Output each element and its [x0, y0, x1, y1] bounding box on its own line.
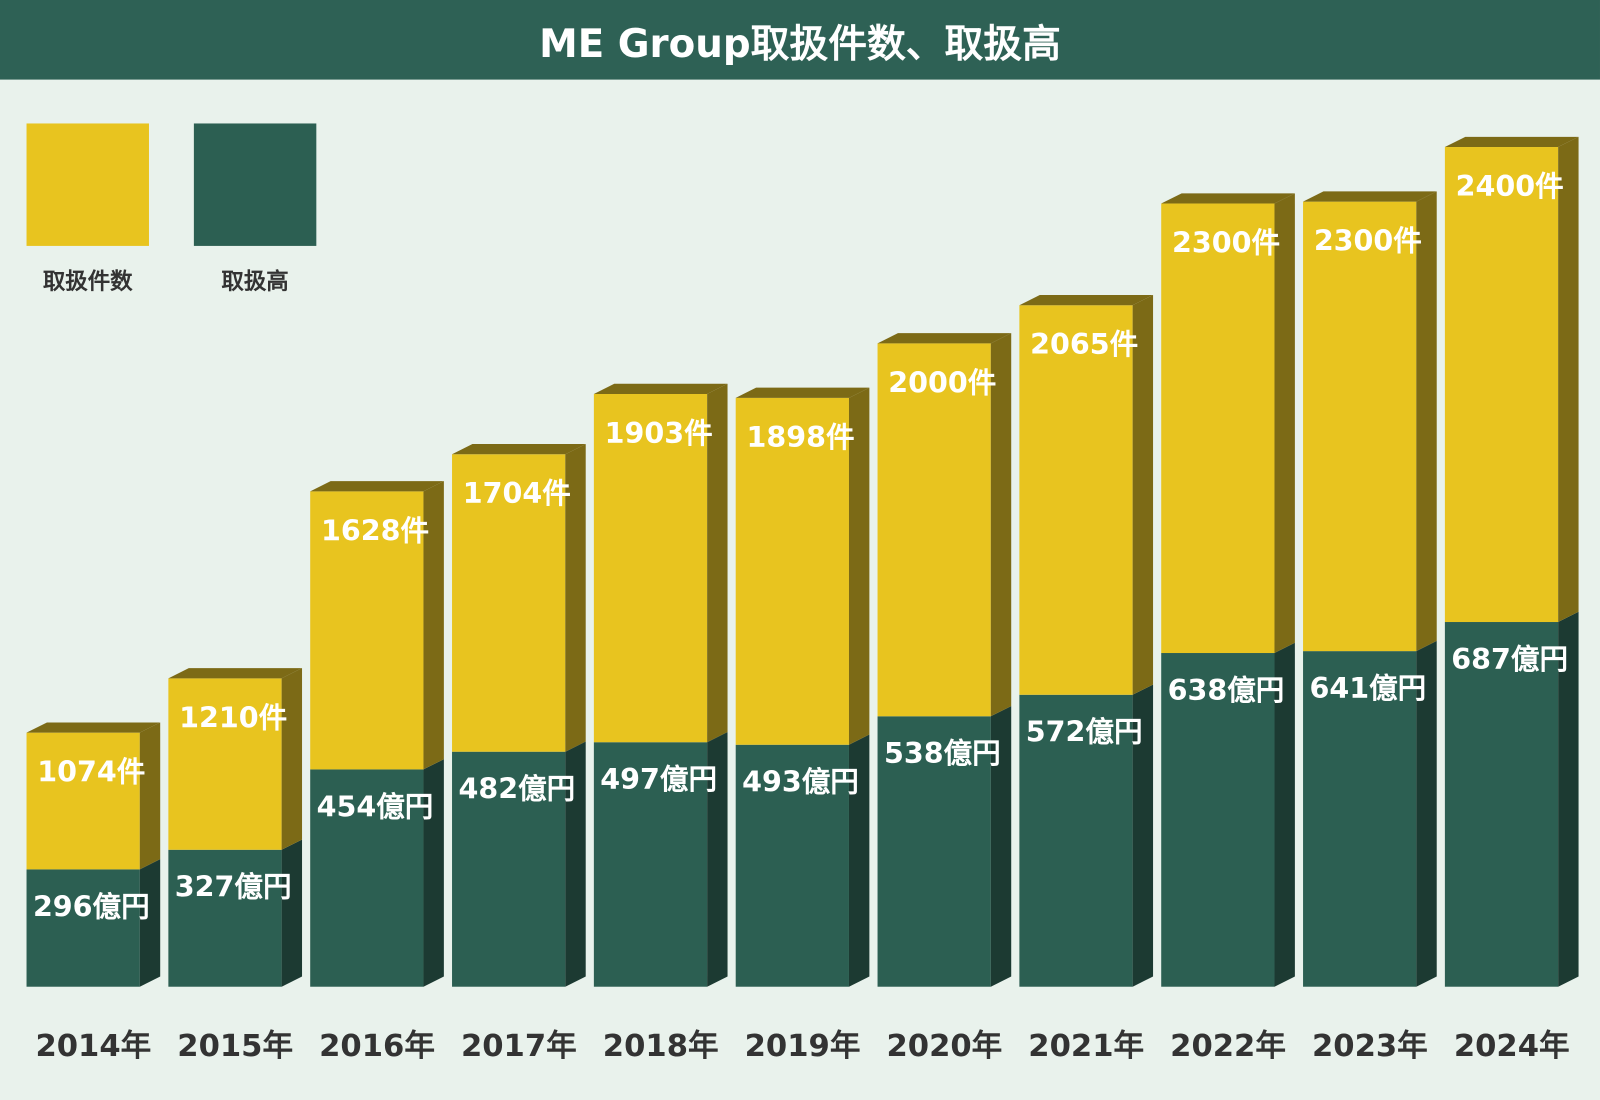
data-label-amount: 687億円 — [1451, 642, 1568, 676]
data-label-amount: 538億円 — [884, 736, 1001, 770]
data-label-count: 2065件 — [1030, 327, 1138, 361]
bar-count-top — [877, 333, 1012, 344]
bar-amount-side — [1558, 611, 1579, 987]
x-tick-label: 2019年 — [745, 1029, 861, 1064]
data-label-amount: 572億円 — [1026, 715, 1143, 749]
data-label-amount: 493億円 — [742, 765, 859, 799]
bar-amount-side — [423, 759, 444, 987]
bar-amount — [168, 849, 282, 987]
data-label-count: 2300件 — [1314, 224, 1422, 258]
data-label-count: 2300件 — [1172, 226, 1280, 260]
x-tick-label: 2016年 — [319, 1029, 435, 1064]
bar-amount — [26, 869, 140, 987]
bar-count-side — [848, 387, 870, 745]
bar-count-side — [1558, 136, 1579, 623]
x-tick-label: 2014年 — [35, 1029, 151, 1064]
bar-amount — [1303, 651, 1417, 987]
data-label-amount: 638億円 — [1168, 673, 1285, 707]
x-tick-label: 2015年 — [177, 1029, 293, 1064]
data-label-count: 1074件 — [37, 755, 145, 789]
data-label-amount: 327億円 — [175, 870, 292, 904]
bar-count-side — [281, 668, 303, 850]
x-tick-label: 2022年 — [1170, 1029, 1286, 1064]
data-label-count: 2000件 — [888, 365, 996, 399]
bar-count-side — [707, 383, 728, 743]
bar-count — [877, 343, 991, 717]
bar-count-side — [1274, 193, 1295, 654]
bar-count-top — [452, 444, 586, 455]
data-label-count: 1628件 — [321, 513, 429, 547]
bar-amount — [877, 716, 991, 987]
bar-count-top — [735, 387, 870, 398]
bar-count — [310, 491, 424, 770]
bar-count — [1019, 305, 1133, 695]
bar-count — [452, 454, 566, 752]
legend-swatch-amount — [193, 123, 317, 246]
bar-amount — [735, 744, 849, 987]
data-label-amount: 454億円 — [317, 789, 434, 823]
data-label-count: 1903件 — [605, 416, 713, 450]
bar-count-top — [26, 722, 161, 733]
bar-amount — [593, 742, 708, 987]
data-label-count: 2400件 — [1456, 169, 1564, 203]
bar-count-top — [1303, 191, 1437, 202]
bar-count-top — [1161, 193, 1295, 204]
bar-count-top — [1444, 136, 1579, 148]
bar-amount-side — [1132, 684, 1154, 987]
x-tick-label: 2024年 — [1454, 1029, 1570, 1064]
bar-count-side — [139, 722, 161, 870]
bar-count-top — [310, 481, 444, 492]
chart-title: ME Group取扱件数、取扱高 — [0, 0, 1600, 80]
bar-count — [168, 678, 282, 850]
bar-count — [1303, 201, 1417, 652]
bar-count-side — [1132, 295, 1154, 695]
data-label-count: 1210件 — [179, 700, 287, 734]
bar-count-top — [1019, 295, 1154, 306]
bar-amount — [310, 769, 424, 987]
data-label-count: 1898件 — [746, 420, 854, 454]
bar-amount-side — [1274, 642, 1295, 987]
bar-count-side — [1416, 191, 1437, 652]
bar-count — [1161, 203, 1275, 654]
bar-amount-side — [281, 839, 303, 987]
bar-count — [26, 732, 140, 870]
bar-amount-side — [1416, 640, 1437, 987]
x-tick-label: 2023年 — [1312, 1029, 1428, 1064]
legend-swatch-count — [26, 123, 149, 246]
bar-amount-side — [139, 859, 161, 987]
bar-count-side — [990, 333, 1012, 717]
bar-amount-side — [565, 741, 586, 987]
x-tick-label: 2017年 — [461, 1029, 577, 1064]
bar-count — [593, 394, 708, 743]
bar-amount — [1161, 653, 1275, 987]
bar-amount — [1019, 694, 1133, 987]
bar-amount-side — [848, 734, 870, 987]
bar-count-top — [593, 383, 728, 395]
bar-amount-side — [990, 706, 1012, 987]
data-label-amount: 641億円 — [1309, 671, 1426, 705]
data-label-amount: 296億円 — [33, 889, 150, 923]
bar-count-side — [565, 444, 586, 752]
x-tick-label: 2020年 — [886, 1029, 1002, 1064]
bar-count — [735, 397, 849, 745]
bar-amount — [1444, 622, 1559, 987]
data-label-amount: 497億円 — [600, 762, 717, 796]
data-label-amount: 482億円 — [458, 772, 575, 806]
bar-amount-side — [707, 732, 728, 987]
data-label-count: 1704件 — [463, 476, 571, 510]
bar-amount — [452, 751, 566, 987]
bar-count-top — [168, 668, 303, 679]
legend-label-count: 取扱件数 — [42, 269, 133, 295]
x-tick-label: 2018年 — [603, 1029, 719, 1064]
bar-count — [1444, 147, 1559, 623]
x-tick-label: 2021年 — [1028, 1029, 1144, 1064]
bar-count-side — [423, 481, 444, 770]
legend-label-amount: 取扱高 — [221, 269, 289, 295]
